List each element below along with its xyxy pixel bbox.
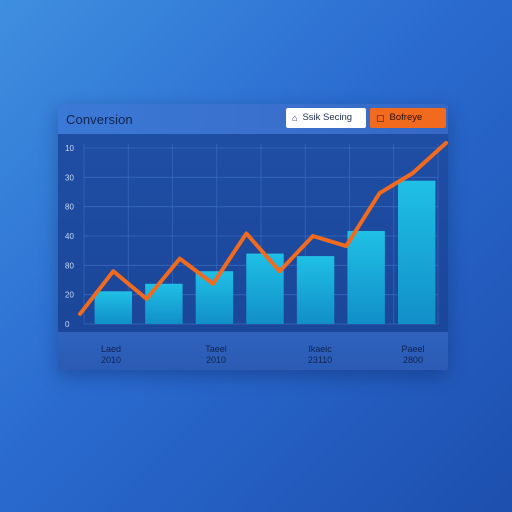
trend-line [78, 140, 448, 316]
chart-title: Conversion [66, 112, 133, 127]
x-tick-name: Taeel [205, 344, 227, 354]
bar [246, 253, 284, 324]
bar [296, 256, 335, 324]
sort-button[interactable]: ⌂ Ssik Secing [286, 108, 366, 128]
y-tick-label: 80 [65, 261, 74, 270]
card-header: Conversion ⌂ Ssik Secing ▢ Bofreye [58, 104, 448, 134]
bar [398, 180, 436, 324]
export-button[interactable]: ▢ Bofreye [370, 108, 446, 128]
y-tick-label: 0 [65, 320, 70, 329]
y-tick-label: 40 [65, 232, 74, 241]
x-tick-label: Paeel 2800 [388, 344, 438, 366]
x-tick-label: Ikaeic 23110 [295, 344, 345, 366]
y-tick-label: 30 [65, 173, 74, 182]
x-tick-name: Ikaeic [308, 344, 332, 354]
x-tick-label: Taeel 2010 [191, 344, 241, 366]
x-tick-year: 23110 [307, 355, 333, 365]
bar [94, 291, 132, 324]
x-tick-year: 2010 [205, 355, 227, 365]
x-tick-name: Laed [100, 344, 122, 354]
square-icon: ▢ [376, 112, 385, 123]
x-tick-label: Laed 2010 [86, 344, 136, 366]
home-icon: ⌂ [292, 112, 298, 123]
chart-card: Conversion ⌂ Ssik Secing ▢ Bofreye 0 20 80… [58, 104, 448, 370]
sort-button-label: Ssik Secing [302, 112, 353, 123]
x-tick-year: 2800 [402, 355, 424, 365]
bar [145, 283, 183, 324]
y-tick-label: 80 [65, 203, 74, 212]
y-tick-label: 20 [65, 291, 74, 300]
chart-plot: 0 20 80 40 80 30 10 [65, 140, 448, 329]
x-axis-footer [58, 332, 448, 370]
export-button-label: Bofreye [389, 112, 423, 123]
x-tick-year: 2010 [100, 355, 122, 365]
bar [347, 230, 385, 324]
y-tick-label: 10 [65, 144, 74, 153]
x-tick-name: Paeel [401, 344, 425, 354]
